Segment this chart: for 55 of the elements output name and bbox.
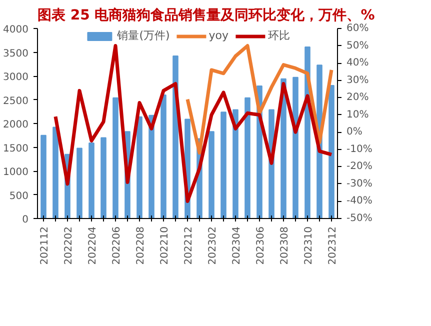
y2-tick-label: 20% (346, 92, 369, 104)
bar (112, 97, 118, 218)
y-tick-label: 4000 (3, 24, 29, 36)
y2-tick-label: -20% (346, 161, 372, 172)
bar (244, 97, 250, 218)
x-tick-label: 202310 (304, 226, 314, 265)
bar (208, 131, 214, 218)
y2-tick-label: -10% (346, 144, 372, 155)
x-tick-label: 202302 (208, 226, 218, 265)
y-tick-label: 2000 (3, 120, 29, 130)
bar (40, 134, 46, 218)
y2-tick-label: 10% (346, 109, 369, 120)
line-series (54, 44, 334, 203)
y-tick-label: 2500 (3, 96, 29, 107)
chart-title: 图表 25 电商猫狗食品销售量及同环比变化，万件、% (38, 6, 375, 24)
y-tick-label: 1000 (3, 167, 29, 178)
bar (160, 94, 166, 218)
y-tick-label: 0 (22, 214, 29, 226)
y2-tick-label: -40% (346, 196, 372, 207)
y2-tick-label: 30% (346, 74, 369, 86)
bar (88, 142, 94, 218)
y2-tick-label: 40% (346, 58, 369, 69)
x-tick-label: 202204 (88, 226, 98, 265)
y2-tick-label: 50% (346, 40, 369, 52)
bar (136, 116, 142, 218)
y2-tick-label: 0% (346, 126, 362, 138)
x-tick-label: 202202 (64, 226, 74, 265)
x-tick-label: 202206 (112, 226, 122, 265)
bar (220, 112, 226, 218)
x-tick-label: 202208 (136, 226, 146, 265)
y2-tick-label: 60% (346, 23, 369, 34)
x-tick-label: 202304 (232, 226, 242, 265)
legend-label: 销量(万件) (117, 28, 170, 43)
bar (100, 137, 106, 218)
x-tick-label: 202306 (256, 226, 266, 265)
y-tick-label: 1500 (3, 143, 29, 154)
y-tick-label: 3000 (3, 72, 29, 83)
bar (76, 148, 82, 218)
x-tick-label: 202308 (280, 226, 290, 265)
bar (292, 76, 298, 218)
y2-tick-label: -50% (346, 213, 372, 224)
bar (148, 114, 154, 218)
legend-label: yoy (208, 29, 229, 42)
bar (328, 85, 334, 218)
legend-label: 环比 (268, 28, 290, 43)
line-series (186, 44, 334, 155)
y2-tick-label: -30% (346, 178, 372, 190)
x-tick-label: 202210 (160, 226, 170, 265)
y-tick-label: 3500 (3, 48, 29, 60)
x-tick-label: 202112 (40, 226, 50, 265)
x-tick-label: 202212 (184, 226, 194, 265)
x-tick-label: 202312 (328, 226, 338, 265)
y-tick-label: 500 (9, 190, 29, 202)
bar (52, 126, 58, 218)
bar (232, 109, 238, 218)
